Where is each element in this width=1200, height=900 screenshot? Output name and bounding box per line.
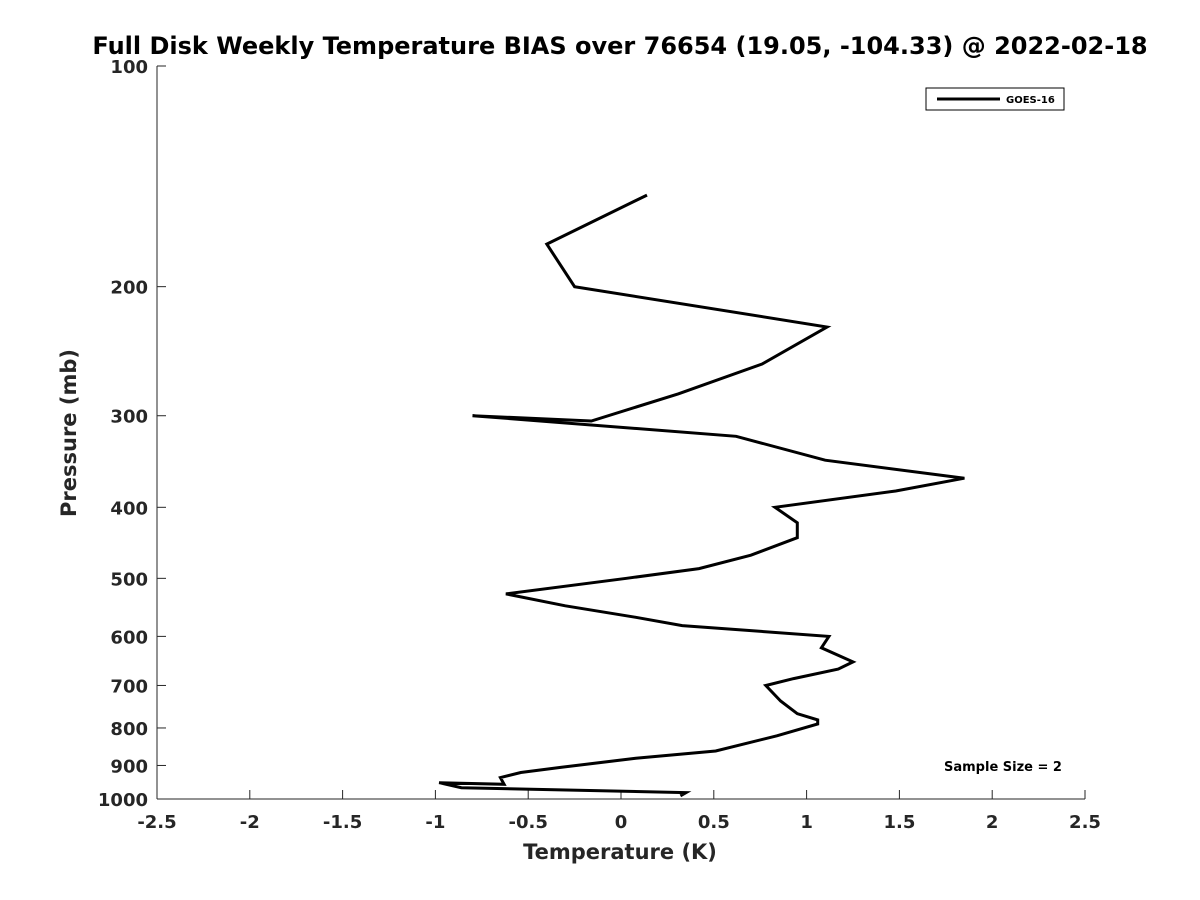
- y-tick-label: 900: [110, 756, 148, 777]
- y-tick-label: 700: [110, 676, 148, 697]
- legend: GOES-16: [925, 87, 1065, 111]
- x-tick-label: -0.5: [509, 812, 548, 833]
- x-tick-label: 0: [615, 812, 628, 833]
- x-tick-label: 0.5: [698, 812, 730, 833]
- x-tick-label: -2.5: [137, 812, 176, 833]
- chart-title: Full Disk Weekly Temperature BIAS over 7…: [92, 32, 1147, 60]
- y-tick-label: 600: [110, 627, 148, 648]
- y-tick-label: 500: [110, 569, 148, 590]
- y-axis-label: Pressure (mb): [57, 349, 81, 517]
- y-tick-label: 100: [110, 57, 148, 78]
- y-tick-label: 1000: [98, 790, 148, 811]
- series-line-goes-16: [438, 193, 965, 798]
- x-tick-label: -2: [240, 812, 260, 833]
- x-tick-label: -1.5: [323, 812, 362, 833]
- y-tick-label: 400: [110, 498, 148, 519]
- y-tick-label: 800: [110, 719, 148, 740]
- y-tick-label: 200: [110, 278, 148, 299]
- x-tick-label: -1: [425, 812, 445, 833]
- x-tick-label: 1: [800, 812, 813, 833]
- series-group: [438, 193, 965, 798]
- x-tick-label: 1.5: [883, 812, 915, 833]
- axes: -2.5 -2 -1.5 -1 -0.5 0 0.5 1 1.5 2 2.5 100 200 300 400…: [98, 57, 1101, 833]
- legend-label-goes16: GOES-16: [1006, 95, 1055, 106]
- x-tick-label: 2.5: [1069, 812, 1101, 833]
- x-tick-label: 2: [986, 812, 999, 833]
- y-tick-label: 300: [110, 407, 148, 428]
- x-axis-label: Temperature (K): [523, 840, 717, 864]
- sample-size-annotation: Sample Size = 2: [944, 760, 1062, 775]
